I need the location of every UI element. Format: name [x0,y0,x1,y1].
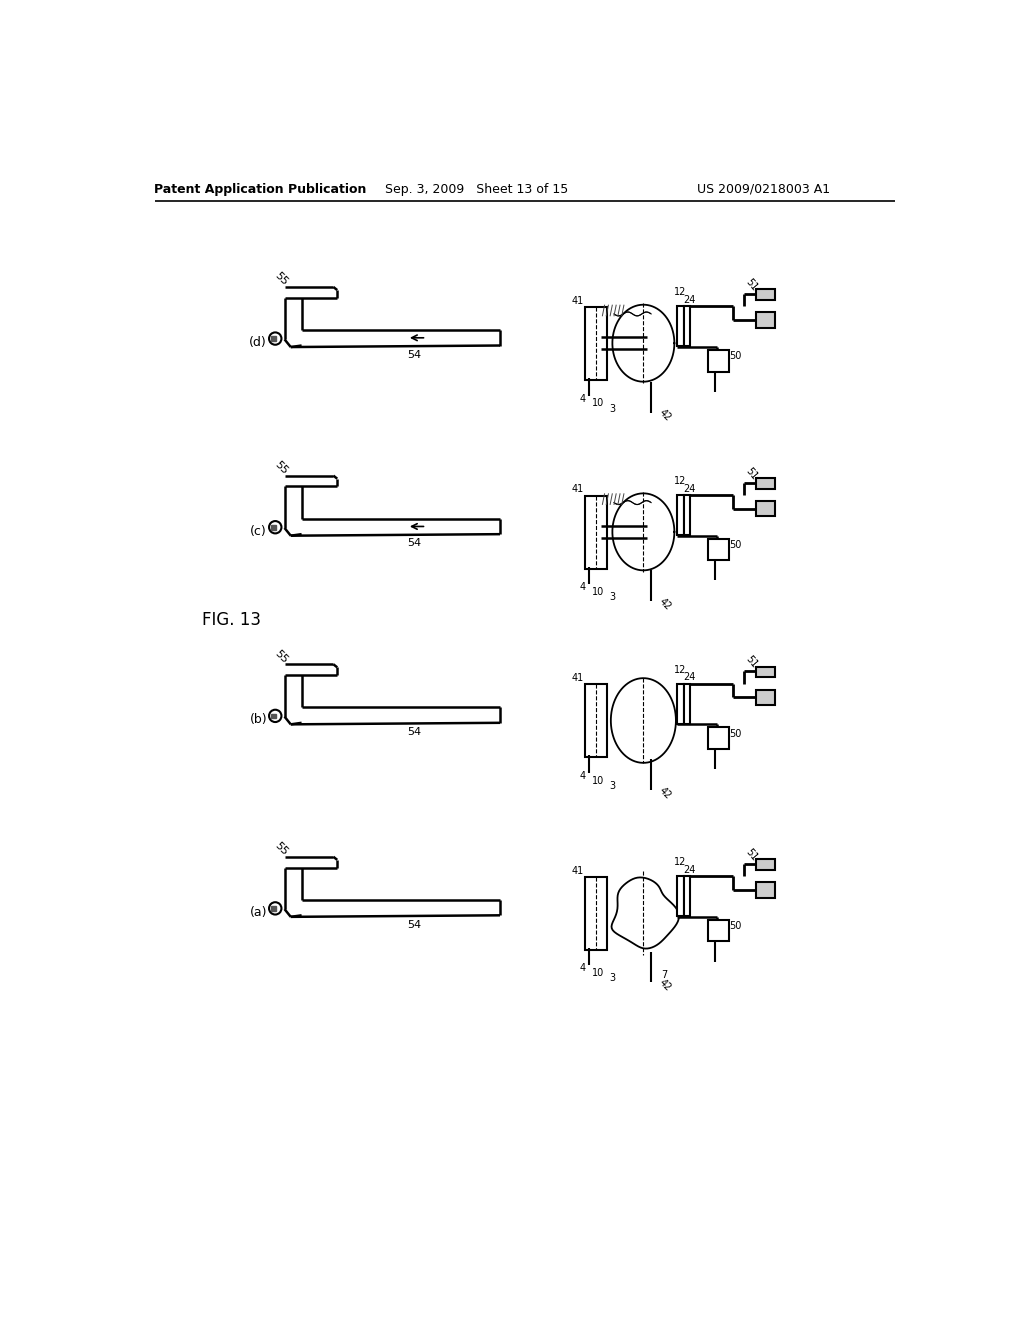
Bar [677,876,684,916]
Text: 24: 24 [683,296,695,305]
Bar [586,308,607,380]
Text: 50: 50 [729,921,741,931]
Text: 24: 24 [683,483,695,494]
Text: 41: 41 [571,296,584,306]
Text: Sep. 3, 2009   Sheet 13 of 15: Sep. 3, 2009 Sheet 13 of 15 [385,182,568,195]
Text: Patent Application Publication: Patent Application Publication [154,182,366,195]
Bar [756,690,775,705]
Text: 10: 10 [592,399,604,408]
Text: 41: 41 [571,866,584,875]
Text: 3: 3 [609,404,615,413]
Text: 12: 12 [675,288,687,297]
Text: 24: 24 [683,865,695,875]
Bar [756,859,775,870]
Text: 42: 42 [657,597,673,612]
Text: 10: 10 [592,776,604,785]
Bar [684,684,690,723]
Text: 10: 10 [592,587,604,597]
Text: 55: 55 [273,648,290,665]
Text: 12: 12 [675,665,687,675]
Bar [708,727,729,748]
Text: 3: 3 [609,973,615,983]
Bar [684,495,690,535]
Text: 55: 55 [273,271,290,288]
Text: 51: 51 [744,846,760,862]
Bar [684,306,690,346]
Bar [708,920,729,941]
Bar [677,306,684,346]
Text: 42: 42 [657,785,673,801]
Circle shape [269,903,282,915]
Text: 51: 51 [744,277,760,293]
Text: US 2009/0218003 A1: US 2009/0218003 A1 [697,182,830,195]
Text: 50: 50 [729,351,741,362]
Text: 41: 41 [571,484,584,495]
Text: 12: 12 [675,857,687,867]
Circle shape [269,333,282,345]
Bar [586,496,607,569]
Text: 12: 12 [675,477,687,486]
Bar [271,337,276,341]
Bar [756,502,775,516]
Text: 24: 24 [683,672,695,682]
Text: 4: 4 [580,582,586,593]
Text: 3: 3 [609,781,615,791]
Text: 54: 54 [408,539,422,548]
Text: 7: 7 [662,970,668,979]
Circle shape [269,521,282,533]
Text: 4: 4 [580,771,586,781]
Text: 42: 42 [657,408,673,424]
Text: 4: 4 [580,393,586,404]
Bar [586,876,607,950]
Text: (b): (b) [250,713,267,726]
Text: 54: 54 [408,350,422,360]
Text: 51: 51 [744,653,760,671]
Text: 10: 10 [592,968,604,978]
Text: (a): (a) [250,906,267,919]
Bar [756,478,775,488]
Text: 54: 54 [408,727,422,737]
Bar [684,876,690,916]
Bar [271,906,276,911]
Text: (d): (d) [249,335,267,348]
Text: 54: 54 [408,920,422,929]
Text: (c): (c) [250,524,266,537]
Bar [708,539,729,561]
Text: 3: 3 [609,593,615,602]
Text: 50: 50 [729,729,741,739]
Bar [677,495,684,535]
Text: 50: 50 [729,540,741,550]
Bar [756,313,775,327]
Text: 51: 51 [744,466,760,482]
Text: FIG. 13: FIG. 13 [202,611,261,630]
Bar [586,684,607,758]
Bar [708,350,729,372]
Bar [756,882,775,898]
Bar [756,667,775,677]
Bar [271,525,276,529]
Text: 55: 55 [273,841,290,858]
Text: 55: 55 [273,459,290,477]
Text: 4: 4 [580,964,586,973]
Text: 41: 41 [571,673,584,684]
Text: 42: 42 [657,978,673,993]
Bar [756,289,775,300]
Bar [271,714,276,718]
Bar [677,684,684,723]
Circle shape [269,710,282,722]
